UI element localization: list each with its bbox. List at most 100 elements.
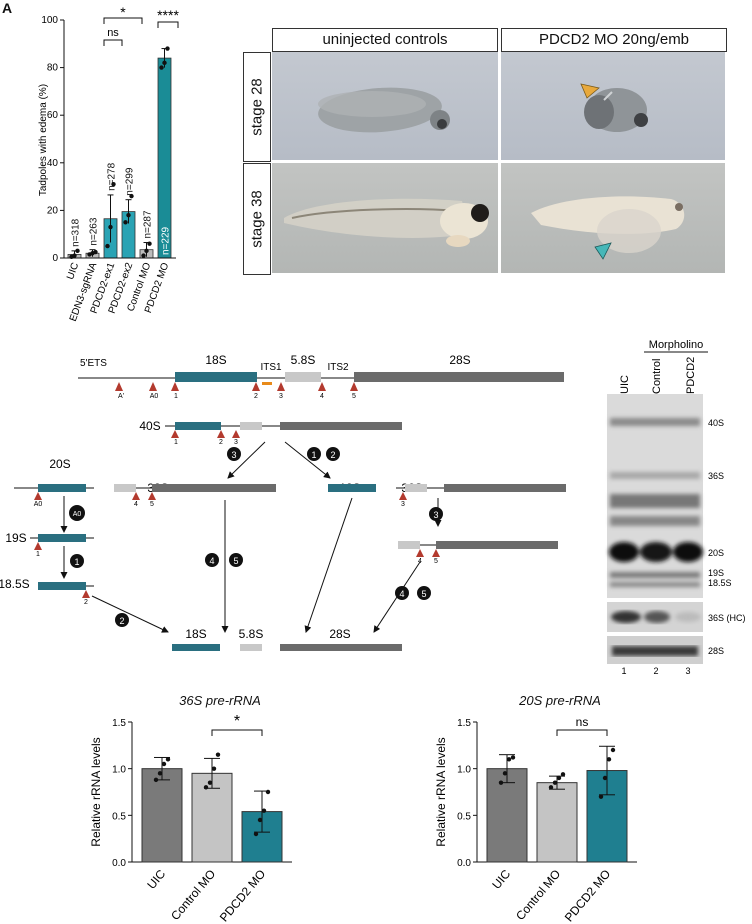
lane-pdcd2: PDCD2 — [685, 357, 697, 394]
edema-chart: Tadpoles with edema (%) 0 20 40 60 80 100 n=3… — [38, 4, 179, 323]
edema-n-label: n=318 — [71, 218, 82, 247]
band-28s: 28S — [708, 646, 724, 656]
band-40s: 40S — [708, 418, 724, 428]
lane-uic: UIC — [619, 375, 631, 394]
rrna-data-point — [598, 794, 604, 799]
rrna-y-tick-label: 1.5 — [457, 718, 471, 729]
photo-row-header-stage38: stage 38 — [243, 163, 271, 275]
site-3-36s: 3 — [401, 501, 405, 508]
rrna-data-point — [548, 785, 554, 790]
panel-label: A — [2, 0, 13, 16]
rrna-y-tick-label: 1.0 — [112, 765, 126, 776]
label-5-8s-mature: 5.8S — [239, 627, 264, 641]
lane-num-3: 3 — [685, 666, 690, 676]
edema-data-point — [123, 220, 128, 225]
edema-y-tick-label: 40 — [47, 158, 59, 169]
photo-col-header-pdcd2: PDCD2 MO 20ng/emb — [501, 28, 727, 52]
edema-n-label: n=278 — [107, 162, 118, 191]
lane-control: Control — [651, 359, 663, 394]
rrna-data-point — [253, 831, 259, 837]
edema-n-label: n=229 — [161, 226, 172, 255]
rrna-data-point — [161, 761, 167, 767]
sig-bracket-star — [103, 17, 143, 24]
label-18s-mature: 18S — [185, 627, 206, 641]
band-36s-hc: 36S (HC) — [708, 613, 746, 623]
rrna-data-point — [257, 817, 263, 823]
site-5: 5 — [352, 393, 356, 400]
rrna-x-label: UIC — [489, 867, 513, 892]
label-40s: 40S — [139, 419, 160, 433]
site-3-40s: 3 — [234, 439, 238, 446]
edema-data-point — [141, 253, 146, 258]
rrna-sig-label: ns — [576, 715, 589, 729]
chart-36s: Relative rRNA levels 0.0 0.5 1.0 1.5 UIC Contr… — [89, 713, 292, 924]
rrna-data-point — [265, 789, 271, 795]
rrna-y-tick-label: 1.0 — [457, 765, 471, 776]
rrna-data-point — [211, 766, 217, 771]
label-its1: ITS1 — [260, 362, 282, 373]
edema-data-point — [105, 243, 110, 249]
label-18-5s: 18.5S — [0, 577, 30, 591]
chart-36s-title: 36S pre-rRNA — [179, 693, 261, 708]
edema-y-tick-label: 20 — [47, 205, 59, 216]
edema-data-point — [93, 249, 98, 255]
label-28s-mature: 28S — [329, 627, 350, 641]
photo-stage38-control — [272, 163, 498, 273]
rrna-data-point — [510, 755, 516, 760]
edema-y-tick-label: 100 — [41, 15, 58, 26]
band-20s: 20S — [708, 548, 724, 558]
sig-star: * — [120, 4, 126, 20]
edema-ylabel: Tadpoles with edema (%) — [38, 84, 49, 196]
rrna-data-point — [556, 775, 562, 781]
sig-bracket-ns — [103, 39, 123, 46]
rrna-sig-bracket — [556, 729, 608, 736]
step-2-b: 2 — [119, 616, 124, 626]
rrna-data-point — [606, 757, 612, 762]
site-2: 2 — [254, 393, 258, 400]
rrna-y-tick-label: 0.0 — [457, 858, 471, 869]
rrna-data-point — [157, 771, 163, 776]
photo-row-header-stage28: stage 28 — [243, 52, 271, 162]
rrna-ylabel: Relative rRNA levels — [434, 737, 448, 846]
photo-stage28-control — [272, 52, 498, 160]
site-4: 4 — [320, 393, 324, 400]
rrna-bar — [486, 768, 528, 863]
edema-y-tick-label: 80 — [47, 63, 59, 74]
edema-arrowhead-orange — [580, 83, 600, 99]
step-5-b: 5 — [421, 589, 426, 599]
blot-header: Morpholino — [649, 339, 703, 351]
step-1-b: 1 — [74, 557, 79, 567]
site-2-18-5s: 2 — [84, 599, 88, 606]
site-5-36s: 5 — [434, 558, 438, 565]
edema-arrowhead-teal — [594, 242, 612, 260]
rrna-y-tick-label: 0.5 — [457, 811, 471, 822]
rrna-y-tick-label: 0.5 — [112, 811, 126, 822]
rrna-data-point — [610, 747, 616, 753]
step-3-b: 3 — [433, 510, 438, 520]
step-2-a: 2 — [330, 450, 335, 460]
rrna-x-label: UIC — [144, 867, 168, 892]
rrna-bar — [536, 782, 578, 863]
chart-20s: Relative rRNA levels 0.0 0.5 1.0 1.5 UIC Contr… — [434, 715, 637, 924]
photo-stage38-pdcd2 — [501, 163, 725, 273]
edema-data-point — [111, 182, 116, 187]
band-36s: 36S — [708, 471, 724, 481]
lane-num-2: 2 — [653, 666, 658, 676]
sig-bracket-star4 — [157, 21, 179, 28]
site-1-19s: 1 — [36, 551, 40, 558]
label-18s-primary: 18S — [205, 353, 226, 367]
photo-stage28-pdcd2 — [501, 52, 725, 160]
site-4-36s: 4 — [418, 558, 422, 565]
edema-data-point — [165, 46, 170, 51]
sig-star4: **** — [157, 7, 179, 23]
edema-x-label: UIC — [65, 261, 81, 281]
rrna-data-point — [506, 757, 512, 762]
rrna-sig-bracket — [211, 729, 263, 736]
processing-pathway-diagram: 5'ETS 18S ITS1 5.8S ITS2 28S A' A0 1 2 3… — [0, 353, 566, 651]
edema-data-point — [126, 212, 131, 218]
edema-data-point — [147, 241, 152, 246]
band-19s: 19S — [708, 568, 724, 578]
label-19s: 19S — [5, 531, 26, 545]
edema-data-point — [159, 65, 164, 70]
rrna-data-point — [602, 775, 608, 781]
